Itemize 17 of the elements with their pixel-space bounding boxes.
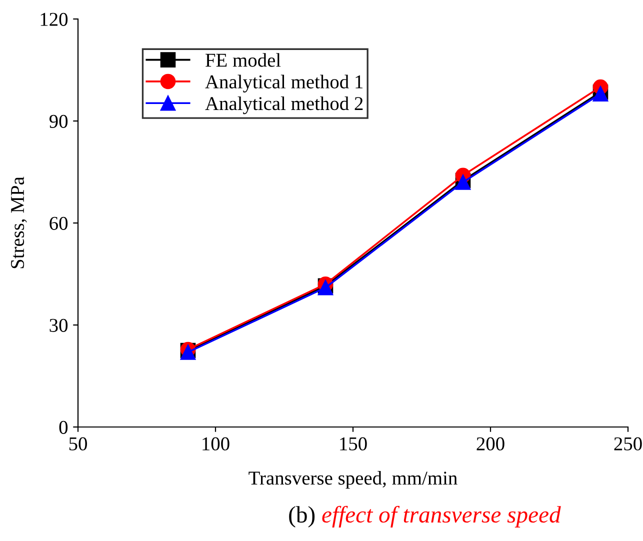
x-tick-label: 150 (340, 437, 367, 450)
y-tick-label: 30 (50, 318, 68, 332)
y-tick-label: 90 (49, 114, 68, 128)
x-tick-label: 200 (476, 437, 504, 450)
text: (b) (289, 506, 315, 528)
x-tick-label: 250 (614, 437, 642, 450)
legend-label: Analytical method 1 (205, 74, 363, 92)
y-axis-title: Stress, MPa (10, 176, 27, 268)
x-axis-title: Transverse speed, mm/min (248, 471, 458, 489)
x-tick-label: 50 (69, 437, 87, 450)
legend-label: Analytical method 2 (205, 96, 363, 114)
y-tick-label: 60 (50, 216, 68, 230)
x-tick-label: 100 (202, 437, 230, 450)
y-tick-label: 120 (40, 12, 68, 26)
legend-label: FE model (206, 53, 281, 67)
text: effect of transverse speed (322, 506, 561, 528)
y-tick-label: 0 (59, 420, 68, 434)
